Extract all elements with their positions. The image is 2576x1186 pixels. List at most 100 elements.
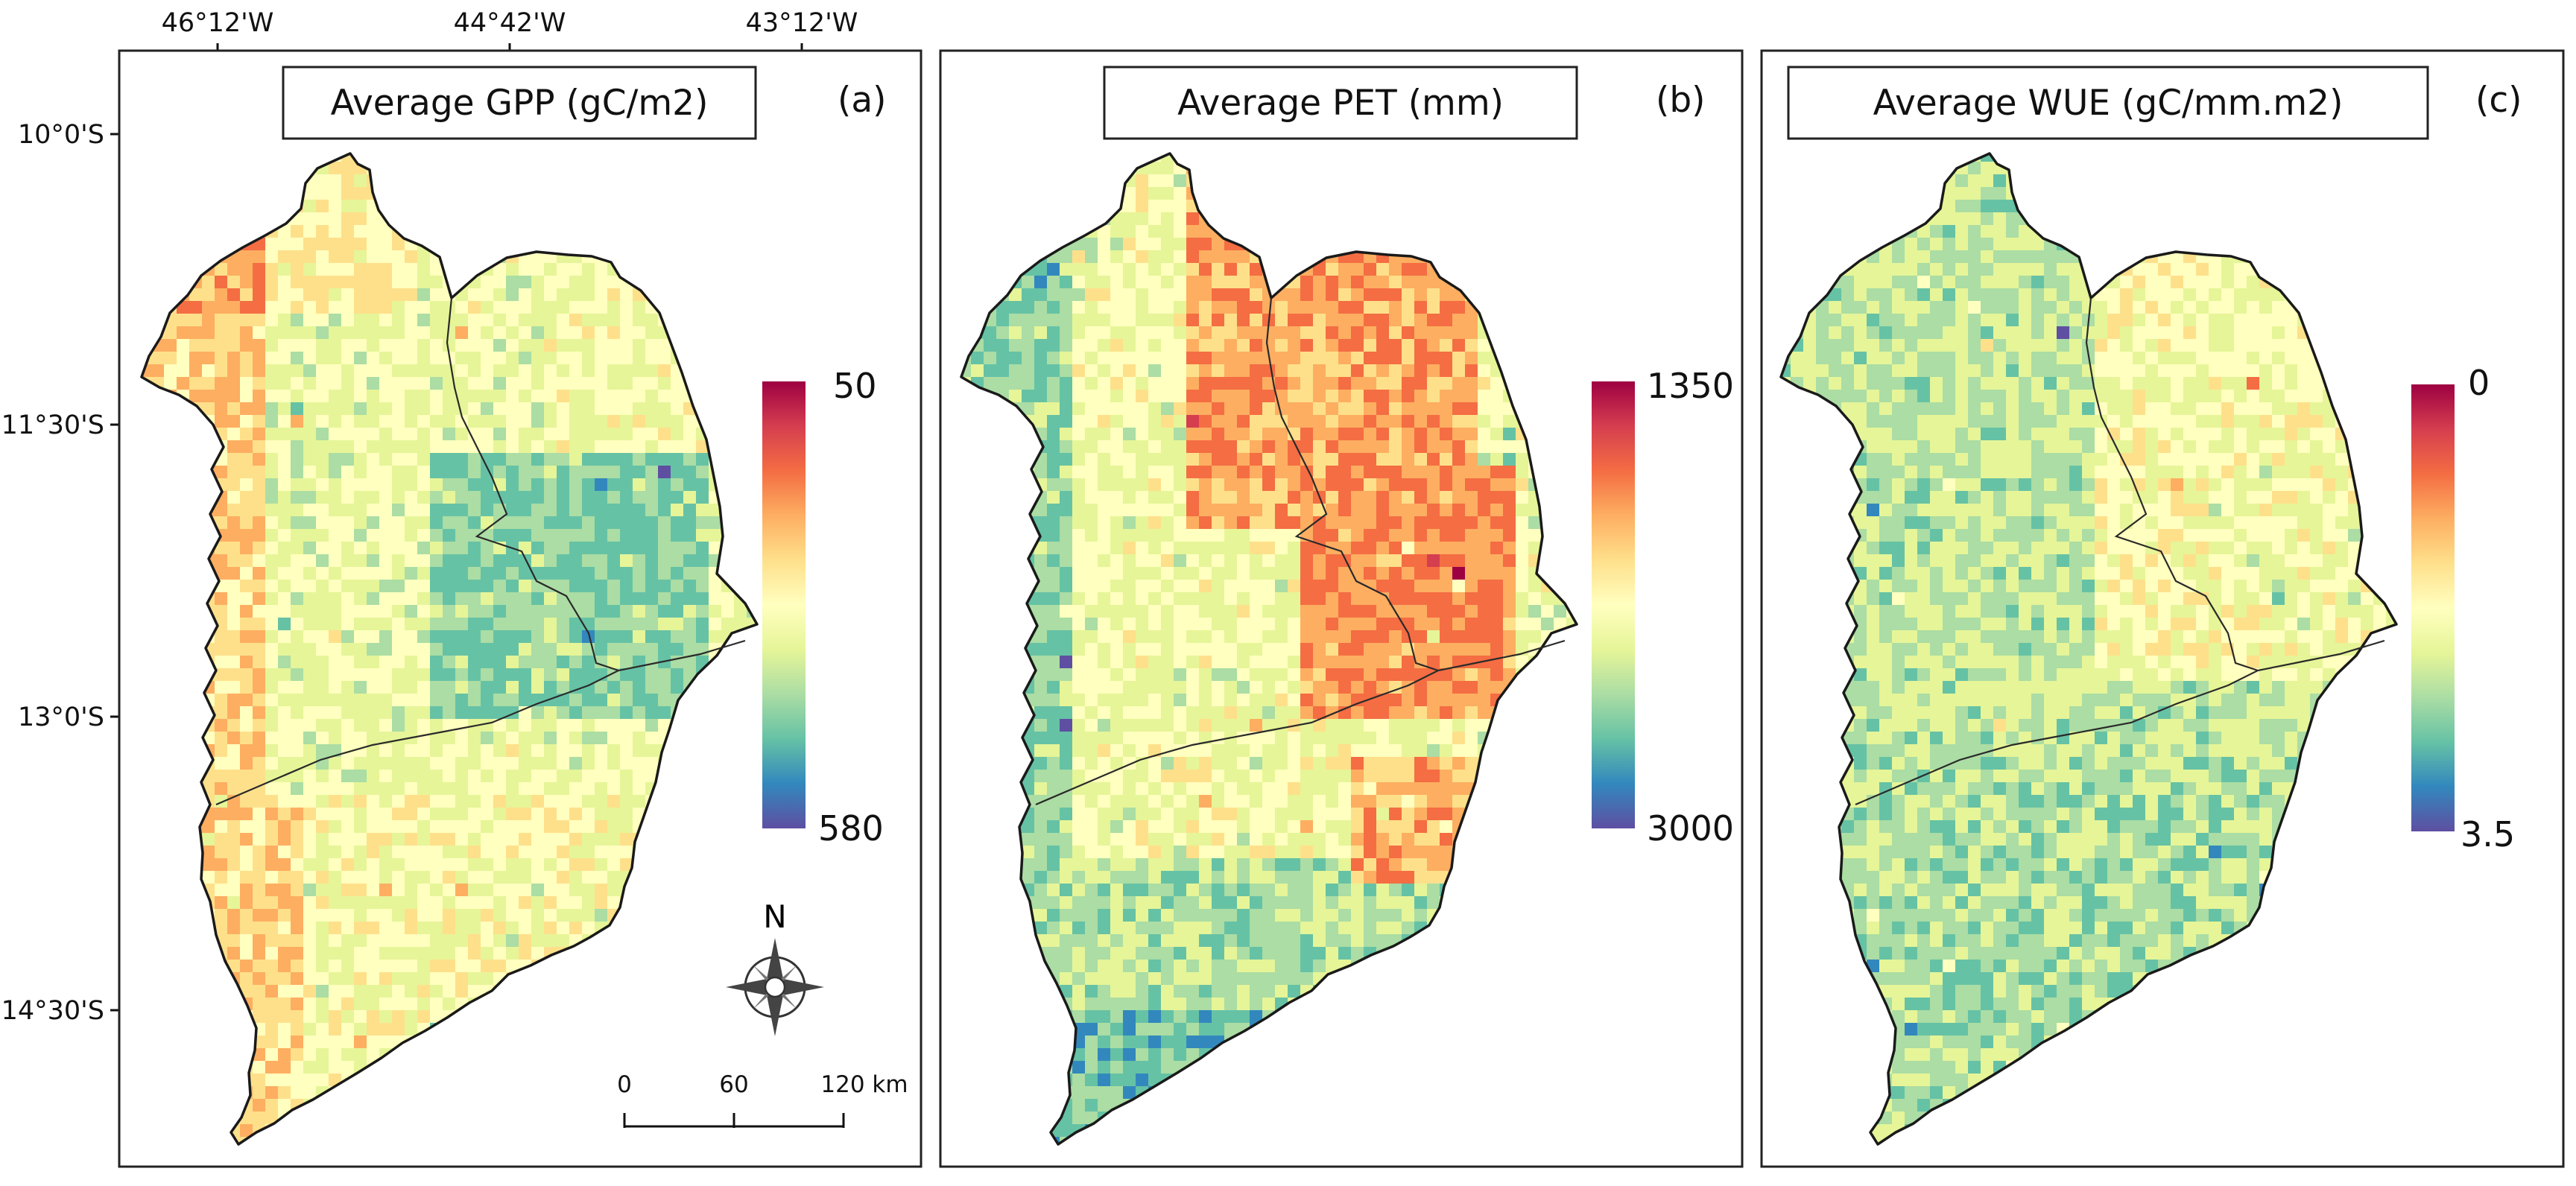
raster-cell xyxy=(303,681,317,694)
raster-cell xyxy=(1072,288,1086,302)
raster-cell xyxy=(506,820,519,834)
raster-cell xyxy=(645,491,659,504)
raster-cell xyxy=(544,782,557,796)
raster-cell xyxy=(392,516,405,530)
raster-cell xyxy=(316,1023,329,1036)
raster-cell xyxy=(595,744,608,758)
raster-cell xyxy=(417,605,431,618)
raster-cell xyxy=(493,808,507,821)
raster-cell xyxy=(240,402,253,416)
raster-cell xyxy=(633,694,646,707)
raster-cell xyxy=(455,896,469,910)
raster-cell xyxy=(1199,238,1212,251)
raster-cell xyxy=(671,542,684,555)
raster-cell xyxy=(468,833,481,846)
raster-cell xyxy=(341,1061,355,1074)
raster-cell xyxy=(493,364,507,378)
raster-cell xyxy=(468,706,481,720)
raster-cell xyxy=(430,352,443,365)
raster-cell xyxy=(1351,352,1364,365)
raster-cell xyxy=(557,339,570,352)
raster-cell xyxy=(1009,377,1022,390)
raster-cell xyxy=(1478,377,1491,390)
raster-cell xyxy=(595,808,608,821)
raster-cell xyxy=(443,922,456,935)
raster-cell xyxy=(984,326,997,340)
raster-cell xyxy=(253,706,266,720)
raster-cell xyxy=(1389,339,1402,352)
raster-cell xyxy=(1009,364,1022,378)
raster-cell xyxy=(557,732,570,745)
raster-cell xyxy=(303,288,317,302)
raster-cell xyxy=(1237,250,1250,264)
raster-cell xyxy=(645,466,659,479)
raster-cell xyxy=(329,934,342,948)
latitude-axis: 10°0'S 11°30'S 13°0'S 14°30'S xyxy=(1,120,121,1026)
raster-cell xyxy=(506,301,519,314)
raster-cell xyxy=(671,529,684,542)
raster-cell xyxy=(392,719,405,732)
raster-cell xyxy=(405,1023,418,1036)
raster-cell xyxy=(1123,402,1136,416)
raster-cell xyxy=(329,250,342,264)
raster-cell xyxy=(557,428,570,441)
raster-cell xyxy=(607,630,621,644)
raster-cell xyxy=(607,415,621,428)
raster-cell xyxy=(1110,326,1124,340)
raster-cell xyxy=(227,288,241,302)
raster-cell xyxy=(341,605,355,618)
raster-cell xyxy=(341,567,355,580)
raster-cell xyxy=(1402,301,1415,314)
raster-cell xyxy=(481,605,494,618)
raster-cell xyxy=(354,364,367,378)
raster-cell xyxy=(379,985,393,998)
raster-cell xyxy=(291,402,304,416)
raster-cell xyxy=(455,808,469,821)
raster-cell xyxy=(341,846,355,859)
raster-cell xyxy=(379,922,393,935)
raster-cell xyxy=(430,1010,443,1024)
raster-cell xyxy=(379,643,393,656)
raster-cell xyxy=(367,1048,380,1062)
raster-cell xyxy=(265,782,279,796)
raster-cell xyxy=(493,909,507,922)
raster-cell xyxy=(278,529,291,542)
raster-cell xyxy=(1110,377,1124,390)
raster-cell xyxy=(367,529,380,542)
raster-cell xyxy=(379,516,393,530)
raster-cell xyxy=(1199,390,1212,403)
raster-cell xyxy=(303,504,317,517)
raster-cell xyxy=(633,352,646,365)
raster-cell xyxy=(544,339,557,352)
raster-cell xyxy=(278,820,291,834)
raster-cell xyxy=(265,884,279,897)
raster-cell xyxy=(240,453,253,466)
raster-cell xyxy=(227,770,241,783)
raster-cell xyxy=(658,567,671,580)
raster-cell xyxy=(1224,352,1238,365)
raster-cell xyxy=(633,377,646,390)
raster-cell xyxy=(455,846,469,859)
raster-cell xyxy=(227,922,241,935)
raster-cell xyxy=(506,795,519,808)
raster-cell xyxy=(291,909,304,922)
raster-cell xyxy=(1123,225,1136,238)
raster-cell xyxy=(1136,314,1149,327)
raster-cell xyxy=(367,314,380,327)
raster-cell xyxy=(405,947,418,960)
raster-cell xyxy=(354,681,367,694)
raster-cell xyxy=(215,554,228,568)
raster-cell xyxy=(1389,326,1402,340)
raster-cell xyxy=(329,529,342,542)
raster-cell xyxy=(493,884,507,897)
raster-cell xyxy=(316,744,329,758)
raster-cell xyxy=(1338,377,1352,390)
raster-cell xyxy=(1351,276,1364,289)
raster-cell xyxy=(620,656,633,669)
raster-cell xyxy=(379,402,393,416)
raster-cell xyxy=(1250,263,1263,276)
raster-cell xyxy=(379,871,393,884)
raster-cell xyxy=(1148,402,1162,416)
raster-cell xyxy=(519,757,532,770)
raster-cell xyxy=(278,554,291,568)
